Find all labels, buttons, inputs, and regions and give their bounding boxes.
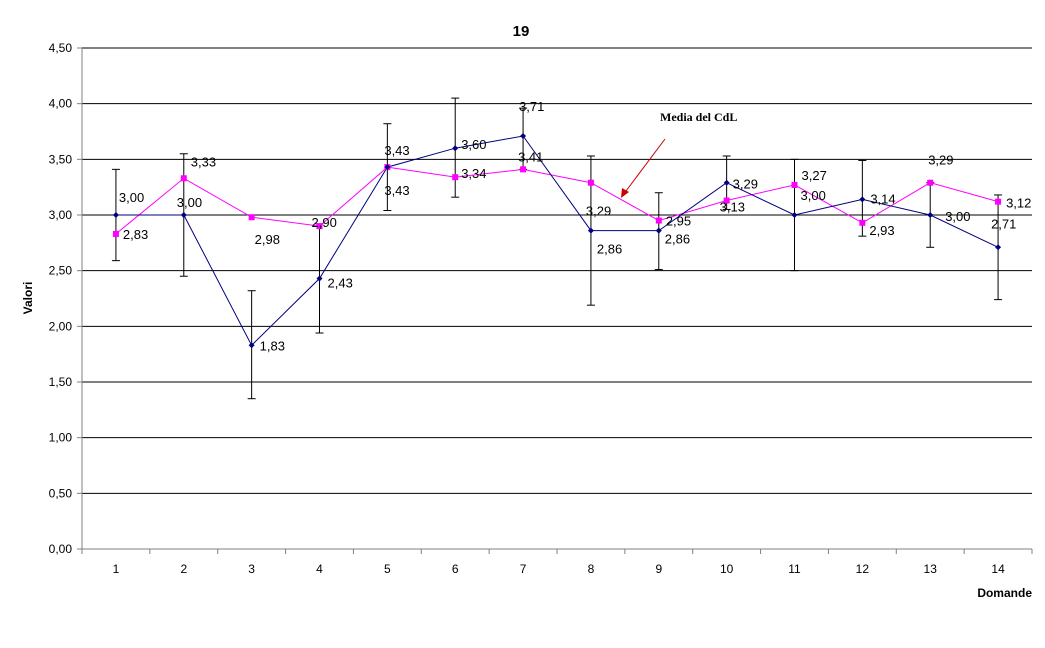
data-point-square (723, 197, 730, 204)
data-point-square (316, 223, 323, 230)
data-label: 2,86 (597, 242, 622, 257)
annotation: Media del CdL (621, 110, 737, 198)
x-tick-label: 6 (452, 562, 459, 576)
data-label: 3,60 (461, 137, 486, 152)
data-label: 2,83 (123, 227, 148, 242)
x-tick-label: 2 (180, 562, 187, 576)
data-point-square (587, 179, 594, 186)
data-label: 3,00 (945, 209, 970, 224)
data-label: 3,34 (461, 166, 486, 181)
y-tick-label: 0,50 (49, 486, 73, 500)
y-tick-label: 2,50 (49, 264, 73, 278)
data-label: 1,83 (260, 338, 285, 353)
series-markers (112, 132, 1002, 349)
x-tick-label: 7 (520, 562, 527, 576)
data-point-square (180, 175, 187, 182)
data-point-diamond (995, 244, 1002, 251)
data-label: 2,98 (255, 232, 280, 247)
data-label: 3,14 (870, 191, 895, 206)
data-label: 3,27 (802, 168, 827, 183)
data-label: 3,29 (928, 153, 953, 168)
y-tick-label: 1,50 (49, 375, 73, 389)
data-point-diamond (384, 164, 391, 171)
data-point-square (791, 181, 798, 188)
data-point-diamond (655, 227, 662, 234)
data-point-diamond (452, 145, 459, 152)
annotation-label: Media del CdL (660, 110, 737, 124)
data-point-diamond (180, 212, 187, 218)
data-point-square (452, 174, 459, 181)
data-point-diamond (248, 342, 255, 349)
x-tick-label: 12 (856, 562, 870, 576)
data-point-square (859, 219, 866, 226)
data-label: 2,71 (991, 216, 1016, 231)
data-point-diamond (112, 212, 119, 218)
data-label: 3,29 (733, 177, 758, 192)
data-label: 2,95 (666, 214, 691, 229)
data-label: 3,00 (801, 188, 826, 203)
data-point-diamond (791, 212, 798, 218)
data-point-diamond (723, 179, 730, 186)
y-tick-label: 3,50 (49, 152, 73, 166)
x-axis-ticks: 1 2 3 4 5 6 7 8 9 10 11 12 13 14 (81, 549, 1033, 576)
data-label: 2,93 (869, 223, 894, 238)
x-tick-label: 5 (384, 562, 391, 576)
data-point-square (655, 217, 662, 224)
gridlines (82, 47, 1032, 494)
annotation-arrow (622, 138, 666, 196)
data-point-square (248, 214, 255, 221)
series-line (115, 135, 999, 347)
x-tick-label: 10 (720, 562, 734, 576)
y-tick-label: 3,00 (49, 208, 73, 222)
y-tick-label: 2,00 (49, 319, 73, 333)
data-label: 3,43 (384, 143, 409, 158)
x-tick-label: 8 (588, 562, 595, 576)
x-tick-label: 9 (655, 562, 662, 576)
data-label: 3,00 (177, 195, 202, 210)
data-point-square (520, 166, 527, 173)
data-label: 2,86 (665, 232, 690, 247)
chart-title: 19 (513, 23, 530, 40)
data-label: 3,29 (586, 204, 611, 219)
data-label: 3,41 (518, 149, 543, 164)
data-label: 2,90 (312, 215, 337, 230)
x-tick-label: 11 (788, 562, 801, 576)
data-label: 3,12 (1006, 196, 1031, 211)
data-point-diamond (927, 212, 934, 218)
y-tick-label: 4,50 (49, 41, 73, 55)
data-label: 3,13 (720, 200, 745, 215)
data-point-diamond (316, 275, 323, 282)
x-tick-label: 14 (991, 562, 1005, 576)
series-line (115, 166, 999, 235)
error-bars (111, 97, 1003, 400)
annotation-arrowhead (621, 188, 629, 198)
data-point-diamond (859, 196, 866, 203)
x-axis-label: Domande (977, 586, 1032, 600)
y-axis-label: Valori (21, 282, 35, 315)
y-tick-label: 4,00 (49, 97, 73, 111)
data-point-diamond (520, 132, 527, 139)
data-labels: 3,00 3,00 1,83 2,43 3,43 3,60 3,71 2,86 2,86 3,29… (119, 99, 1031, 353)
x-tick-label: 4 (316, 562, 323, 576)
y-tick-label: 1,00 (49, 431, 73, 445)
x-tick-label: 1 (113, 562, 120, 576)
data-label: 2,43 (328, 275, 353, 290)
x-tick-label: 13 (924, 562, 938, 576)
data-label: 3,71 (519, 99, 544, 114)
series-lines (115, 135, 999, 347)
data-point-square (927, 179, 934, 186)
data-label: 3,43 (384, 183, 409, 198)
y-axis-ticks: 0,00 0,50 1,00 1,50 2,00 2,50 3,00 3,50 4,00 4,50 (49, 41, 82, 556)
data-label: 3,00 (119, 190, 144, 205)
data-point-diamond (587, 227, 594, 234)
y-tick-label: 0,00 (49, 542, 73, 556)
data-label: 3,33 (191, 154, 216, 169)
data-point-square (112, 230, 119, 237)
x-tick-label: 3 (248, 562, 255, 576)
data-point-square (995, 198, 1002, 205)
